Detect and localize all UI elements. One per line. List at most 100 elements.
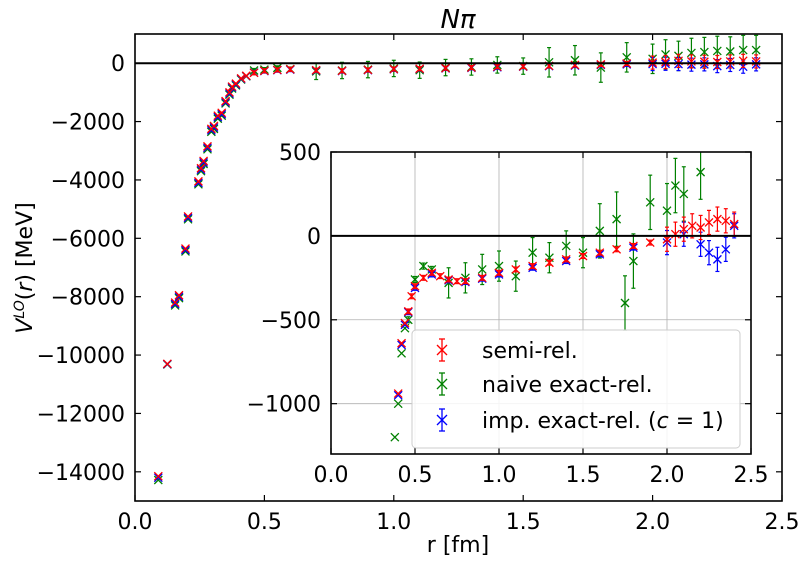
legend-marker-imp-exact-rel	[436, 408, 448, 432]
data-point-semi-rel	[199, 156, 209, 166]
data-point-semi-rel	[285, 64, 295, 74]
data-point-semi-rel	[236, 73, 246, 83]
data-point-naive-exact-rel	[612, 214, 622, 224]
y-tick-label: −12000	[37, 402, 125, 427]
data-point-naive-exact-rel	[410, 275, 420, 284]
data-point-semi-rel	[249, 68, 259, 78]
data-point-naive-exact-rel	[193, 179, 203, 189]
data-point-naive-exact-rel	[661, 49, 670, 59]
y-axis-label: VLO(r) [MeV]	[12, 202, 38, 333]
data-point-imp-exact-rel-c-1	[704, 248, 714, 258]
y-tick-label: −2000	[51, 111, 125, 136]
data-point-naive-exact-rel	[670, 181, 680, 191]
main-x-ticks: 0.0 0.5 1.0 1.5 2.0 2.5	[118, 34, 800, 535]
data-point-semi-rel	[645, 238, 655, 248]
data-point-naive-exact-rel	[751, 45, 761, 55]
legend-box	[411, 329, 741, 449]
data-point-naive-exact-rel	[596, 63, 606, 73]
data-point-naive-exact-rel	[477, 264, 487, 274]
main-y-ticks: 0−2000−4000−6000−8000−10000−12000−14000	[37, 52, 782, 486]
data-point-semi-rel	[460, 276, 470, 286]
x-tick-label: 0.0	[118, 510, 153, 535]
data-point-imp-exact-rel-c-1	[397, 340, 407, 350]
legend-label-naive-exact-rel: naive exact-rel.	[482, 373, 653, 398]
data-point-naive-exact-rel	[578, 248, 588, 258]
data-point-semi-rel	[196, 163, 206, 173]
series-semi-rel	[393, 206, 739, 399]
y-axis-label-rest: (	[13, 292, 38, 301]
data-point-semi-rel	[221, 96, 231, 106]
y-tick-label: −6000	[51, 227, 125, 252]
data-point-naive-exact-rel	[595, 226, 605, 236]
data-point-naive-exact-rel	[209, 124, 219, 134]
data-point-naive-exact-rel	[620, 298, 630, 308]
y-axis-label-lo: LO	[12, 300, 28, 318]
data-point-semi-rel	[441, 63, 451, 73]
data-point-naive-exact-rel	[511, 271, 521, 281]
data-point-semi-rel	[528, 261, 538, 271]
data-point-semi-rel	[400, 318, 410, 328]
data-point-naive-exact-rel	[203, 144, 212, 154]
data-point-imp-exact-rel-c-1	[199, 157, 209, 167]
data-point-imp-exact-rel-c-1	[181, 245, 190, 255]
legend-x-marker	[436, 378, 448, 390]
legend-marker-semi-rel	[436, 338, 448, 362]
data-point-semi-rel	[153, 471, 163, 481]
data-point-semi-rel	[311, 65, 321, 75]
data-point-naive-exact-rel	[460, 273, 470, 283]
data-point-naive-exact-rel	[628, 256, 638, 266]
data-point-naive-exact-rel	[696, 167, 706, 177]
main-plot-area	[135, 34, 782, 485]
inset-plot-series	[390, 152, 739, 442]
data-point-naive-exact-rel	[418, 261, 428, 271]
data-point-semi-rel	[397, 338, 407, 348]
data-point-imp-exact-rel-c-1	[221, 97, 231, 107]
y-tick-label: −4000	[51, 169, 125, 194]
y-tick-label: 0	[111, 52, 125, 77]
data-point-imp-exact-rel-c-1	[193, 178, 203, 188]
x-tick-label: 2.5	[765, 510, 800, 535]
data-point-naive-exact-rel	[645, 197, 655, 207]
data-point-imp-exact-rel-c-1	[196, 165, 206, 175]
x-tick-label: 2.5	[734, 463, 769, 488]
data-point-naive-exact-rel	[686, 48, 696, 58]
data-point-imp-exact-rel-c-1	[696, 239, 706, 249]
inset-y-ticks: 500 0 −500 −1000	[247, 141, 751, 418]
x-axis-label: r [fm]	[427, 533, 489, 558]
data-point-imp-exact-rel-c-1	[225, 89, 234, 99]
data-point-semi-rel	[162, 359, 172, 369]
legend-label-imp-exact-rel: imp. exact-rel. (c = 1)	[482, 409, 724, 434]
data-point-semi-rel	[466, 63, 476, 73]
data-point-semi-rel	[174, 290, 184, 300]
data-point-semi-rel	[687, 221, 697, 231]
data-point-semi-rel	[596, 59, 606, 69]
legend-entry-imp-exact-rel: imp. exact-rel. (c = 1)	[436, 408, 724, 434]
data-point-semi-rel	[389, 64, 399, 74]
data-point-naive-exact-rel	[225, 90, 234, 100]
y-tick-label: 500	[279, 141, 321, 166]
legend-entry-naive-exact-rel: naive exact-rel.	[436, 372, 653, 398]
data-point-imp-exact-rel-c-1	[170, 299, 180, 309]
main-axes-frame	[134, 33, 783, 502]
data-point-semi-rel	[170, 298, 180, 307]
data-point-semi-rel	[679, 224, 689, 234]
data-point-imp-exact-rel-c-1	[393, 390, 403, 400]
data-point-naive-exact-rel	[181, 246, 190, 256]
data-point-semi-rel	[241, 71, 251, 81]
data-point-semi-rel	[181, 244, 190, 253]
data-point-semi-rel	[435, 271, 445, 281]
data-point-naive-exact-rel	[393, 399, 403, 409]
x-tick-label: 2.0	[650, 463, 685, 488]
data-point-naive-exact-rel	[712, 46, 722, 56]
x-tick-label: 1.0	[376, 510, 411, 535]
y-tick-label: −14000	[37, 461, 125, 486]
data-point-naive-exact-rel	[679, 189, 689, 199]
data-point-imp-exact-rel-c-1	[174, 292, 184, 302]
data-point-imp-exact-rel-c-1	[209, 122, 219, 132]
data-point-naive-exact-rel	[699, 47, 709, 57]
legend-label-imp-suffix: = 1)	[669, 409, 724, 434]
data-point-semi-rel	[511, 264, 521, 274]
data-point-naive-exact-rel	[183, 214, 193, 224]
data-point-semi-rel	[494, 268, 504, 278]
